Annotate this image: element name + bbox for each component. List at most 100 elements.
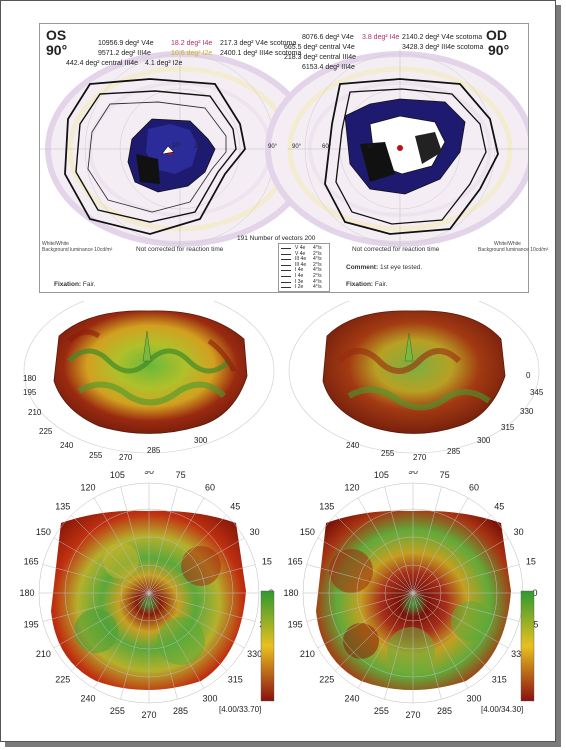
polar-angle-label: 150 xyxy=(36,527,51,537)
os-surface-plot xyxy=(23,301,275,454)
polar-spoke xyxy=(148,486,178,594)
polar-spoke xyxy=(148,564,256,594)
polar-angle-label: 195 xyxy=(24,620,39,630)
polar-angle-label: 75 xyxy=(176,471,186,480)
polar-spoke xyxy=(148,592,178,700)
os-stat: 4.1 deg² I2e xyxy=(145,60,183,67)
polar-spoke xyxy=(148,537,245,594)
od-colorbar xyxy=(520,590,535,702)
legend-row: I 4e 2°/s xyxy=(281,274,327,279)
os-stat: 9571.2 deg² III4e xyxy=(98,50,151,57)
polar-spoke xyxy=(306,564,414,594)
polar-angle-label: 30 xyxy=(250,527,260,537)
legend-stimulus: V 4e xyxy=(295,245,306,251)
od-field xyxy=(265,49,528,249)
polar-angle-label: 210 xyxy=(36,649,51,659)
polar-spoke xyxy=(357,497,414,594)
od-stat: 665.5 deg² central V4e xyxy=(284,44,355,51)
legend-swatch xyxy=(281,270,291,272)
polar-maps: 0 15 30 45 60 75 90 105 120 135 150 165 180 195 210 225… xyxy=(19,471,538,720)
legend-stimulus: I 3e xyxy=(295,278,304,285)
os-tick-10: 10° xyxy=(172,143,182,149)
os-stat: 10.6 deg² I2e xyxy=(171,50,213,57)
os-stat: 217.3 deg² V4e scotoma xyxy=(220,40,297,47)
od-stat: 3.8 deg² I4e xyxy=(362,34,400,41)
od-luminance: Background luminance 10cd/m² xyxy=(478,247,549,253)
os-luminance: Background luminance 10cd/m² xyxy=(42,247,113,253)
legend-row: III 4e 2°/s xyxy=(281,261,327,268)
os-fixation-value: Fair. xyxy=(82,281,96,288)
polar-angle-label: 60 xyxy=(469,482,479,492)
polar-angle-label: 285 xyxy=(437,706,452,716)
polar-spoke xyxy=(93,592,150,689)
page-frame: OS 90° OD 90° 10956.9 deg² V4e 18.2 deg²… xyxy=(0,0,556,742)
od-fixation-label: Fixation: xyxy=(346,281,374,288)
od-polar-grid: 0 15 30 45 60 75 90 105 120 135 150 165 180 195 210 225… xyxy=(283,471,538,720)
legend-stimulus: I 4e xyxy=(295,267,304,274)
legend-row: I 3e 4°/s xyxy=(281,278,327,285)
polar-angle-label: 330 xyxy=(511,649,526,659)
polar-angle-label: 75 xyxy=(440,471,450,480)
polar-spoke xyxy=(412,592,469,689)
legend-row: III 4e 4°/s xyxy=(281,257,327,262)
polar-spoke xyxy=(357,592,414,689)
legend-speed: 4°/s xyxy=(313,267,322,274)
polar-spoke xyxy=(71,592,150,671)
legend-swatch xyxy=(281,281,291,283)
polar-spoke xyxy=(412,592,520,622)
polar-spoke xyxy=(148,515,227,594)
surface-label: 315 xyxy=(501,423,515,432)
legend-speed: 2°/s xyxy=(313,273,322,279)
polar-spoke xyxy=(412,592,509,649)
surface-label: 210 xyxy=(28,408,42,417)
polar-spoke xyxy=(71,515,150,594)
polar-angle-label: 225 xyxy=(319,674,334,684)
vectors-count: 191 Number of vectors 200 xyxy=(237,235,316,242)
polar-angle-label: 315 xyxy=(228,674,243,684)
polar-spoke xyxy=(412,515,491,594)
polar-angle-label: 90 xyxy=(144,471,154,476)
surface-label: 195 xyxy=(23,388,37,397)
surface-label: 240 xyxy=(346,441,360,450)
od-tick-60: 60° xyxy=(322,144,332,150)
polar-spoke xyxy=(120,486,150,594)
surface-label: 225 xyxy=(39,427,53,436)
os-colorbar xyxy=(260,590,275,702)
polar-spoke xyxy=(53,592,150,649)
perimetry-fields xyxy=(40,49,528,249)
polar-spoke xyxy=(412,497,469,594)
legend-swatch xyxy=(281,259,291,261)
os-stat: 2400.1 deg² III4e scotoma xyxy=(220,50,302,57)
polar-angle-label: 60 xyxy=(205,482,215,492)
legend-speed: 4°/s xyxy=(313,256,322,263)
polar-spoke xyxy=(93,497,150,594)
polar-spoke xyxy=(306,592,414,622)
polar-angle-label: 240 xyxy=(344,694,359,704)
od-range-label: [4.00/34.30] xyxy=(481,705,524,714)
polar-angle-label: 300 xyxy=(466,694,481,704)
surface-label: 270 xyxy=(119,453,133,462)
polar-angle-label: 150 xyxy=(300,527,315,537)
od-label: OD xyxy=(486,27,507,43)
od-angle: 90° xyxy=(488,42,510,58)
polar-angle-label: 180 xyxy=(283,588,298,598)
od-stat: 3428.3 deg² III4e scotoma xyxy=(402,44,484,51)
surface-label: 270 xyxy=(413,453,427,462)
od-fixation-value: Fair. xyxy=(374,281,388,288)
os-reaction-note: Not corrected for reaction time xyxy=(136,246,224,253)
os-fixation-label: Fixation: xyxy=(54,281,82,288)
legend-stimulus: V 4e xyxy=(295,250,306,257)
polar-angle-label: 180 xyxy=(19,588,34,598)
legend-speed: 2°/s xyxy=(313,261,322,268)
surface-plots xyxy=(23,301,540,454)
polar-angle-label: 15 xyxy=(262,556,272,566)
os-range-label: [4.00/33.70] xyxy=(219,705,262,714)
polar-angle-label: 0 xyxy=(532,588,537,598)
polar-angle-label: 225 xyxy=(55,674,70,684)
polar-spoke xyxy=(53,537,150,594)
polar-spoke xyxy=(335,592,414,671)
legend-stimulus: III 4e xyxy=(295,261,307,268)
polar-spoke xyxy=(148,592,227,671)
od-tick-30: 30° xyxy=(367,144,377,150)
surface-label: 285 xyxy=(147,446,161,455)
